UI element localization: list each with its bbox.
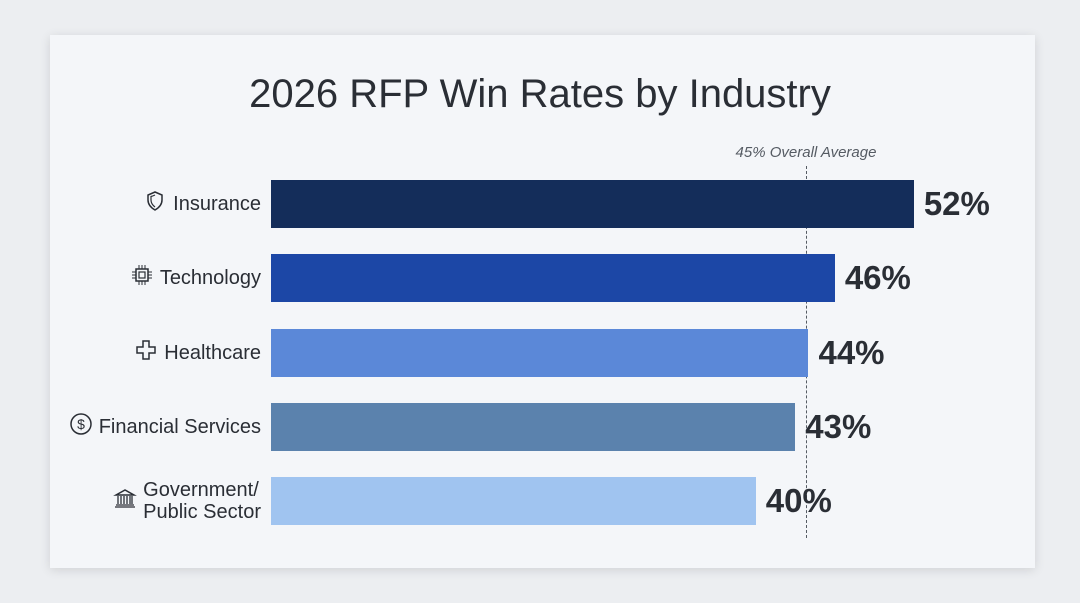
bar-0 <box>271 180 914 228</box>
category-text: Healthcare <box>164 341 261 364</box>
category-label: $ Financial Services <box>69 403 261 451</box>
value-label: 43% <box>805 407 872 445</box>
category-text: Government/ Public Sector <box>143 479 261 524</box>
bar-2 <box>271 328 809 377</box>
category-label: Insurance <box>143 180 261 228</box>
dollar-circle-icon: $ <box>69 412 93 442</box>
category-label: Government/ Public Sector <box>113 477 261 525</box>
chart-title: 2026 RFP Win Rates by Industry <box>249 72 831 116</box>
bar-4 <box>271 477 756 526</box>
medical-cross-icon <box>134 338 158 368</box>
bank-building-icon <box>113 486 138 516</box>
value-label: 40% <box>765 482 832 520</box>
chip-icon <box>130 263 154 293</box>
value-label: 46% <box>844 259 911 297</box>
bar-3 <box>271 402 796 451</box>
bar-1 <box>271 254 835 303</box>
category-label: Technology <box>130 254 261 302</box>
category-label: Healthcare <box>134 329 261 377</box>
category-text: Technology <box>159 267 261 290</box>
value-label: 44% <box>818 333 885 371</box>
category-text: Insurance <box>173 193 261 215</box>
svg-text:$: $ <box>77 416 85 432</box>
average-reference-label: 45% Overall Average <box>735 144 877 161</box>
category-text: Financial Services <box>98 415 261 438</box>
value-label: 52% <box>923 185 990 222</box>
shield-icon <box>143 189 167 219</box>
